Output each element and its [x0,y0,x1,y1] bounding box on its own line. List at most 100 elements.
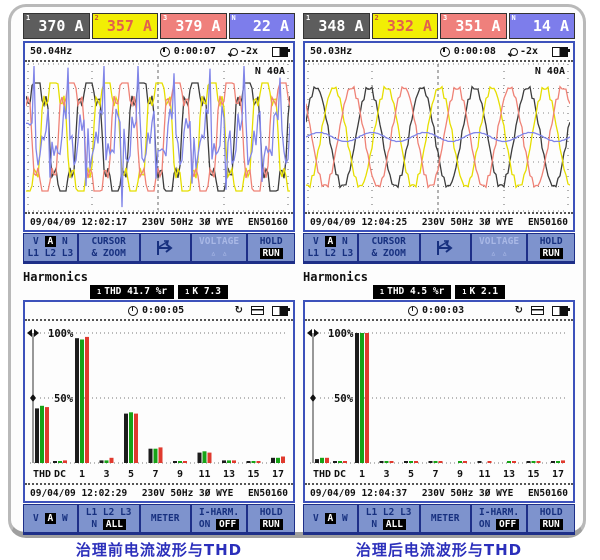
channel-id: N [511,14,516,22]
softkey-selected: RUN [539,248,563,259]
softkey-phase-select[interactable]: L1 L2 L3 N ALL [78,505,139,532]
softkey-van-l123[interactable]: V A N L1 L2 L3 [304,234,357,261]
softkey-phase-select[interactable]: L1 L2 L3 N ALL [358,505,419,532]
svg-text:THD: THD [33,469,51,480]
softkey-label: N [341,236,348,247]
status-bar: 50.04Hz 0:00:07 -2x [25,43,293,62]
softkey-row: V A N L1 L2 L3 CURSOR & ZOOM [303,233,575,264]
svg-text:15: 15 [247,469,259,480]
softkey-voltage[interactable]: VOLTAGE ▵ ▵ [471,234,527,261]
softkey-label: HOLD [539,507,563,518]
record-icon: ↻ [234,305,243,316]
softkey-label: V [33,513,39,524]
channel-id: 2 [374,14,379,22]
softkey-label: L1 L2 L3 [307,248,354,259]
svg-text:7: 7 [152,469,158,480]
reading-value: 332 A [386,17,432,35]
channel-id: 1 [97,288,102,296]
softkey-label: & ZOOM [371,248,406,259]
reading-neutral: N 14 A [508,13,575,39]
softkey-label: N [91,519,98,530]
battery-icon [272,305,290,316]
softkey-meter[interactable]: METER [420,505,470,532]
softkey-cursor-zoom[interactable]: CURSOR & ZOOM [358,234,419,261]
voltage-arrows: ▵ ▵ [210,248,228,259]
scope-panel-after: 1 348 A 2 332 A 3 351 A N 14 A 50. [303,13,575,264]
softkey-selected: ALL [382,519,406,530]
softkey-cursor-zoom[interactable]: CURSOR & ZOOM [78,234,139,261]
svg-text:17: 17 [552,469,564,480]
channel-id: 1 [379,288,385,296]
softkey-vaw[interactable]: V A W [24,505,77,532]
status-bar: 0:00:05 ↻ [25,302,293,321]
standard: EN50160 [247,216,288,228]
reading-value: 370 A [38,17,84,35]
memory-card-icon [251,306,264,315]
lcd-screen: 50.03Hz 0:00:08 -2x N 40A 09/04/09 12:04… [303,41,575,232]
softkey-hold-run[interactable]: HOLD RUN [248,505,294,532]
svg-text:11: 11 [478,469,490,480]
softkey-label: W [341,513,348,524]
zoom-level: -2x [239,46,258,57]
softkey-hold-run[interactable]: HOLD RUN [528,505,574,532]
thd-value: THD 41.7 %r [104,286,168,297]
svg-text:7: 7 [432,469,438,480]
wiring-config: 230V 50Hz 3Ø WYE [141,487,234,499]
info-row: 09/04/09 12:04:37 230V 50Hz 3Ø WYE EN501… [305,483,573,501]
photo-card: 1 370 A 2 357 A 3 379 A N 22 A 50. [8,4,586,559]
softkey-label: & ZOOM [91,248,126,259]
softkey-van-l123[interactable]: V A N L1 L2 L3 [24,234,77,261]
battery-icon [272,46,290,57]
zoom-level: -2x [519,46,538,57]
softkey-label: ON [198,519,211,530]
softkey-iharm[interactable]: I-HARM. ON OFF [191,505,247,532]
frequency-readout: 50.04Hz [30,46,73,57]
softkey-label: HOLD [259,236,283,247]
softkey-selected: A [324,513,337,524]
softkey-phasor[interactable] [420,234,470,261]
softkey-hold-run[interactable]: HOLD RUN [248,234,294,261]
channel-id: 1 [26,14,31,22]
scope-panel-before: 1 370 A 2 357 A 3 379 A N 22 A 50. [23,13,295,264]
channel-id: 1 [462,288,467,296]
reading-l2: 2 357 A [91,13,158,39]
softkey-selected: ALL [102,519,126,530]
status-bar: 0:00:03 ↻ [305,302,573,321]
reading-l3: 3 351 A [440,13,507,39]
svg-text:13: 13 [503,469,515,480]
svg-text:THD: THD [313,469,331,480]
softkey-vaw[interactable]: V A W [304,505,357,532]
reading-value: 357 A [106,17,152,35]
caption-row: 治理前电流波形与THD 治理后电流波形与THD [11,539,583,560]
softkey-label: HOLD [539,236,563,247]
timer-readout: 0:00:08 [453,46,496,57]
caption-before: 治理前电流波形与THD [75,541,243,559]
softkey-iharm[interactable]: I-HARM. ON OFF [471,505,527,532]
timer-icon [128,305,139,316]
softkey-meter[interactable]: METER [140,505,190,532]
channel-id: 2 [94,14,99,22]
softkey-label: L1 L2 L3 [27,248,74,259]
lcd-screen: 50.04Hz 0:00:07 -2x N 40A 09/04/09 12:02… [23,41,295,232]
svg-text:5: 5 [128,469,134,480]
svg-text:17: 17 [272,469,284,480]
softkey-hold-run[interactable]: HOLD RUN [528,234,574,261]
reading-l1: 1 348 A [303,13,370,39]
diverge-arrows-icon [437,239,453,255]
svg-text:DC: DC [334,469,346,480]
timer-icon [439,46,450,57]
panel-grid: 1 370 A 2 357 A 3 379 A N 22 A 50. [11,7,583,535]
timer-icon [408,305,419,316]
softkey-voltage[interactable]: VOLTAGE ▵ ▵ [191,234,247,261]
svg-text:1: 1 [359,469,365,480]
diverge-arrows-icon [157,239,173,255]
wiring-config: 230V 50Hz 3Ø WYE [141,216,234,228]
softkey-selected: OFF [496,519,520,530]
softkey-phasor[interactable] [140,234,190,261]
svg-text:100%: 100% [328,328,354,340]
timer-readout: 0:00:05 [142,305,185,316]
svg-text:3: 3 [103,469,109,480]
softkey-label: I-HARM. [199,507,240,518]
svg-text:DC: DC [54,469,66,480]
